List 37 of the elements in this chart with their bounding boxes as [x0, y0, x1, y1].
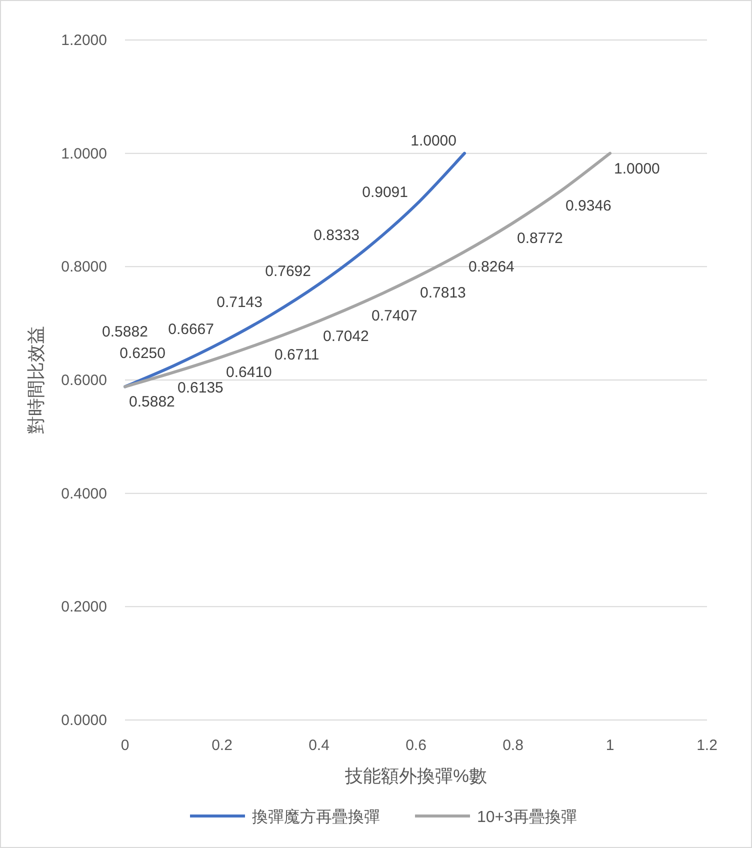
data-label: 0.6667 [168, 321, 214, 338]
data-label: 0.6711 [274, 346, 320, 364]
legend-label: 10+3再疊換彈 [477, 808, 578, 826]
x-tick-label: 0 [120, 737, 130, 754]
data-label: 0.7143 [216, 294, 262, 312]
y-tick-label: 0.2000 [61, 598, 107, 616]
data-label: 0.7042 [323, 328, 369, 345]
x-tick-label: 0.6 [406, 737, 426, 754]
x-tick-label: 0.8 [502, 737, 524, 754]
y-tick-label: 0.6000 [61, 372, 107, 389]
data-label: 1.0000 [614, 160, 660, 178]
data-label: 1.0000 [410, 132, 456, 150]
data-label: 0.8264 [468, 258, 514, 276]
x-tick-label: 1.2 [696, 737, 718, 754]
data-label: 0.6410 [226, 364, 272, 381]
x-tick-label: 1 [606, 737, 614, 754]
x-axis-title: 技能額外換彈%數 [344, 766, 488, 786]
data-label: 0.6135 [178, 379, 224, 396]
data-label: 0.5882 [102, 324, 148, 341]
data-label: 0.9091 [362, 184, 408, 201]
legend-label: 換彈魔方再疊換彈 [252, 808, 380, 826]
y-tick-label: 1.0000 [61, 145, 107, 162]
y-tick-label: 0.0000 [61, 712, 107, 729]
data-label: 0.7692 [265, 263, 311, 280]
data-label: 0.8333 [314, 226, 360, 244]
data-label: 0.5882 [129, 394, 175, 411]
y-tick-label: 0.8000 [61, 258, 107, 276]
data-label: 0.8772 [517, 230, 563, 247]
y-axis-title: 對時間比效益 [26, 326, 46, 434]
y-tick-label: 0.4000 [61, 485, 107, 502]
data-label: 0.9346 [566, 197, 612, 214]
data-label: 0.7813 [420, 284, 466, 302]
data-label: 0.6250 [120, 344, 166, 362]
y-tick-label: 1.2000 [61, 32, 107, 49]
data-label: 0.7407 [372, 307, 418, 324]
x-tick-label: 0.4 [308, 737, 330, 754]
x-tick-label: 0.2 [212, 737, 232, 754]
